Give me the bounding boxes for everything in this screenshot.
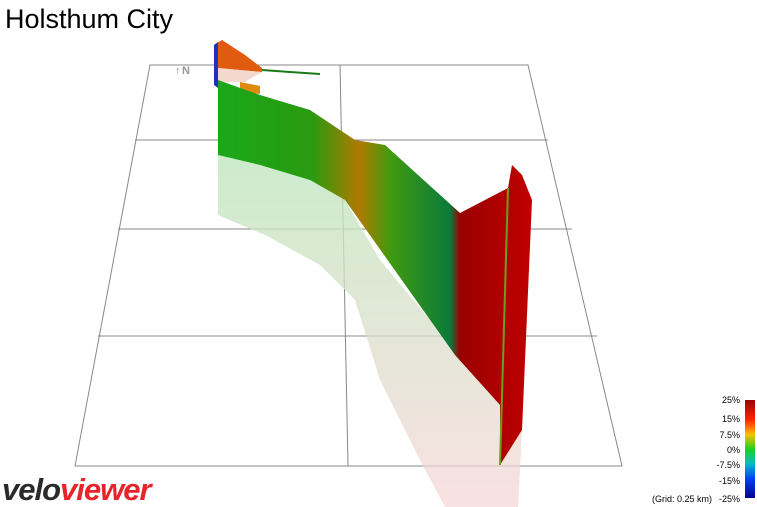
legend-label: 15% bbox=[722, 414, 740, 424]
compass-label: N bbox=[182, 65, 190, 77]
logo: veloviewer bbox=[2, 472, 154, 507]
logo-text: veloviewer bbox=[2, 472, 153, 507]
legend-label: 7.5% bbox=[719, 430, 740, 440]
legend-label: -25% bbox=[719, 494, 740, 504]
legend: 25% 15% 7.5% 0% -7.5% -15% -25% (Grid: 0… bbox=[652, 395, 755, 504]
legend-label: 25% bbox=[722, 395, 740, 405]
grid-note: (Grid: 0.25 km) bbox=[652, 494, 712, 504]
legend-scale bbox=[745, 400, 755, 498]
profile-wall bbox=[214, 40, 532, 466]
profile-shadow bbox=[218, 155, 522, 507]
title: Holsthum City bbox=[5, 4, 174, 34]
legend-label: -7.5% bbox=[716, 460, 740, 470]
compass: ↑ N bbox=[175, 65, 190, 77]
legend-label: -15% bbox=[719, 476, 740, 486]
svg-text:↑: ↑ bbox=[175, 65, 181, 77]
logo-part: velo bbox=[2, 472, 60, 507]
legend-label: 0% bbox=[727, 445, 740, 455]
logo-part: viewer bbox=[60, 472, 153, 507]
